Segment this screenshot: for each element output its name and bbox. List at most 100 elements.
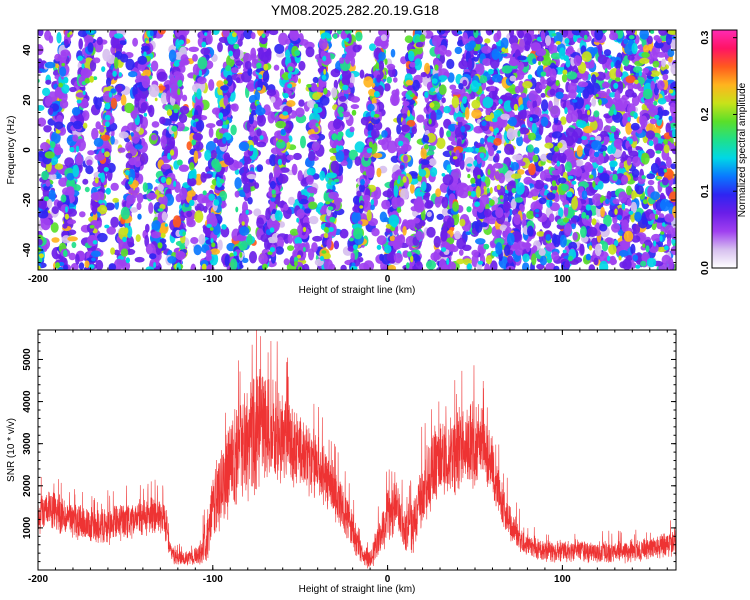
heatmap-cell [527,225,534,237]
heatmap-cell [300,135,306,149]
heatmap-cell [84,35,94,45]
heatmap-cell [287,245,295,252]
heatmap-cell [517,169,525,175]
heatmap-cell [506,265,515,270]
heatmap-cell [615,59,621,70]
heatmap-cell [515,182,525,195]
heatmap-cell [306,186,318,194]
heatmap-cell [206,33,213,45]
heatmap-cell [51,131,61,144]
heatmap-cell [216,119,224,127]
heatmap-cell [609,92,616,98]
heatmap-cell [491,74,503,83]
heatmap-cell [202,225,212,235]
heatmap-cell [370,128,380,139]
heatmap-cell [253,208,262,217]
heatmap-cell [94,153,105,161]
heatmap-cell [393,77,398,83]
heatmap-cell [521,213,527,221]
heatmap-cell [234,190,240,198]
heatmap-cell [319,170,326,181]
heatmap-cell [58,177,68,187]
heatmap-cell [533,147,540,154]
heatmap-cell [581,172,587,179]
heatmap-cell [425,260,437,270]
heatmap-cell [40,217,51,231]
heatmap-cell [137,55,148,65]
heatmap-cell [72,120,83,130]
heatmap-cell [662,73,669,81]
heatmap-cell [550,52,562,60]
heatmap-cell [580,226,587,238]
heatmap-cell [548,213,555,223]
heatmap-cell [134,93,141,102]
heatmap-cell [210,149,217,159]
heatmap-cell [631,95,640,107]
heatmap-cell [669,191,676,203]
heatmap-cell [64,157,75,168]
heatmap-cell [318,37,328,50]
heatmap-cell [130,207,139,213]
heatmap-cell [94,97,102,110]
heatmap-cell [462,79,468,87]
heatmap-cell [175,250,186,261]
heatmap-cell [283,258,290,266]
heatmap-cell [630,243,636,255]
heatmap-cell [487,146,495,157]
heatmap-cell [76,152,82,164]
heatmap-cell [395,235,405,241]
heatmap-cell [270,96,276,103]
heatmap-cell [475,185,481,198]
heatmap-cell [110,36,120,49]
heatmap-cell [38,264,39,270]
heatmap-cell [558,177,567,184]
heatmap-cell [372,152,383,159]
heatmap-cell [249,126,255,138]
heatmap-cell [126,122,137,131]
heatmap-cell [657,37,662,44]
heatmap-cell [379,253,384,261]
heatmap-cell [254,182,260,189]
heatmap-cell [246,174,257,180]
heatmap-cell [572,232,578,241]
heatmap-cell [258,47,264,60]
heatmap-cell [71,107,81,116]
heatmap-cell [40,142,50,152]
heatmap-cell [134,186,140,194]
heatmap-cell [386,140,398,154]
heatmap-cell [646,173,656,180]
heatmap-cell [150,231,162,239]
heatmap-cell [312,92,321,101]
heatmap-cell [383,83,391,92]
heatmap-cell [647,179,655,186]
heatmap-cell [75,253,80,265]
heatmap-cell [645,130,656,140]
heatmap-cell [274,210,283,221]
heatmap-cell [60,194,67,203]
heatmap-cell [223,94,229,107]
heatmap-cell [540,116,549,127]
heatmap-cell [441,207,451,216]
heatmap-cell [627,146,633,154]
heatmap-cell [151,121,160,128]
heatmap-cell [432,35,442,47]
heatmap-cell [553,95,559,109]
heatmap-cell [259,34,268,45]
heatmap-cell [237,38,243,47]
heatmap-cell [627,54,635,61]
heatmap-cell [641,52,650,58]
heatmap-cell [66,172,75,181]
heatmap-cell [625,122,633,135]
heatmap-cell [619,161,624,169]
heatmap-cell [247,67,253,76]
heatmap-cell [159,238,167,244]
heatmap-cell [135,234,141,243]
heatmap-cell [393,252,403,264]
heatmap-cell [439,126,444,139]
heatmap-cell [68,252,77,261]
heatmap-cell [99,124,105,133]
heatmap-cell [672,205,676,218]
heatmap-cell [545,35,551,46]
heatmap-cell [374,38,385,47]
